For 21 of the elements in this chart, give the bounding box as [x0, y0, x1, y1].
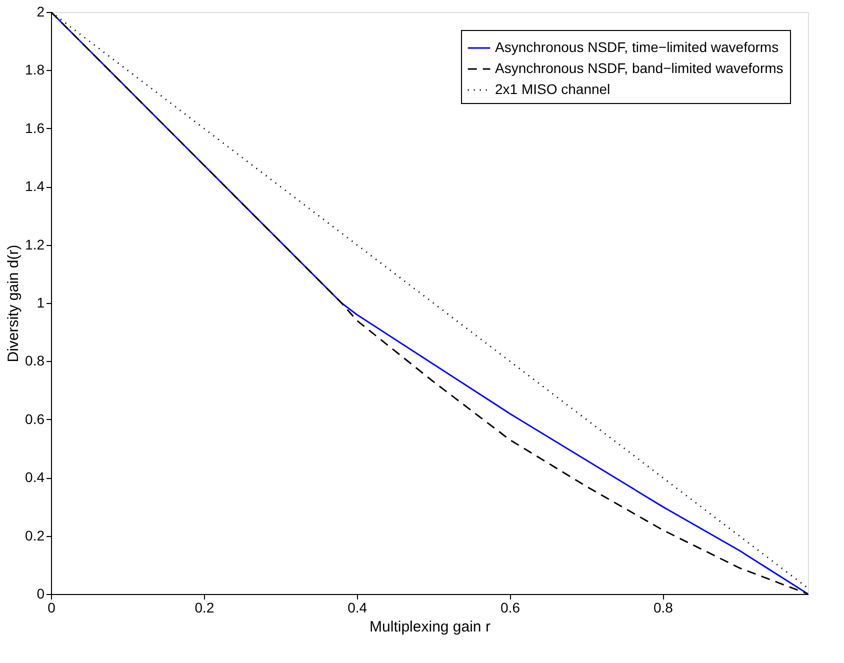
y-tick-label: 0.6	[25, 410, 45, 427]
x-tick-label: 0.8	[653, 600, 674, 616]
y-tick-label: 2	[36, 4, 45, 20]
x-tick-label: 0.4	[348, 600, 368, 616]
x-tick-label: 0.2	[194, 600, 214, 616]
y-tick-label: 0.8	[25, 352, 45, 369]
y-tick-label: 1.4	[25, 178, 45, 194]
y-tick-label: 1.6	[25, 120, 45, 136]
x-tick-label: 0	[48, 600, 56, 616]
y-tick-label: 0.2	[25, 527, 45, 544]
y-tick-label: 0.4	[25, 469, 45, 486]
y-tick-label: 1.8	[25, 62, 45, 78]
legend-label: 2x1 MISO channel	[495, 81, 610, 97]
y-tick-label: 1.2	[25, 236, 45, 252]
y-axis-title: Diversity gain d(r)	[5, 244, 22, 362]
y-tick-label: 1	[36, 294, 45, 310]
x-tick-label: 0.6	[500, 600, 520, 616]
legend-label: Asynchronous NSDF, time−limited waveforms	[495, 39, 779, 55]
y-tick-label: 0	[36, 586, 45, 602]
legend-label: Asynchronous NSDF, band−limited waveforms	[495, 60, 784, 76]
x-axis-title: Multiplexing gain r	[370, 618, 490, 636]
